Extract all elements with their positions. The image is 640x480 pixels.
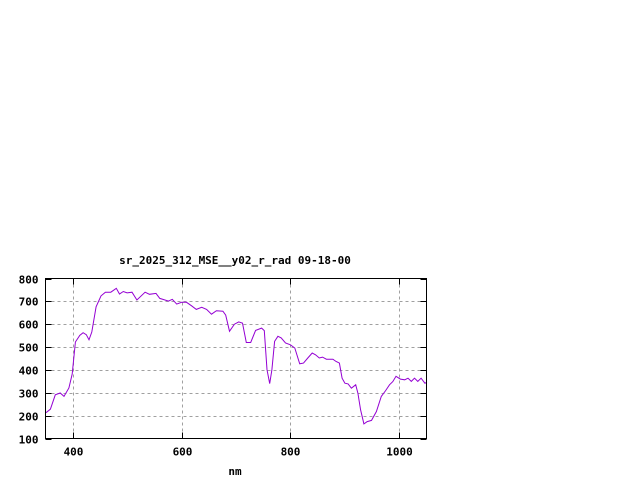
y-tick-label: 200 [19, 411, 39, 424]
y-tick-label: 500 [19, 342, 39, 355]
x-axis-label: nm [228, 465, 242, 478]
x-tick-label: 1000 [386, 446, 413, 459]
grid [45, 278, 427, 439]
y-tick-label: 700 [19, 296, 39, 309]
x-tick-label: 600 [173, 446, 193, 459]
x-tick-label: 800 [281, 446, 301, 459]
y-tick-label: 600 [19, 319, 39, 332]
y-tick-label: 300 [19, 388, 39, 401]
tick-labels: 400 600 800 1000 100 200 300 400 500 600 700 800 [19, 274, 413, 459]
y-tick-label: 400 [19, 365, 39, 378]
series-line [45, 287, 427, 425]
chart-title: sr_2025_312_MSE__y02_r_rad 09-18-00 [119, 254, 351, 267]
x-tick-label: 400 [64, 446, 84, 459]
y-tick-label: 800 [19, 274, 39, 287]
plot-border [45, 278, 427, 439]
ticks [45, 278, 427, 440]
y-tick-label: 100 [19, 434, 39, 447]
